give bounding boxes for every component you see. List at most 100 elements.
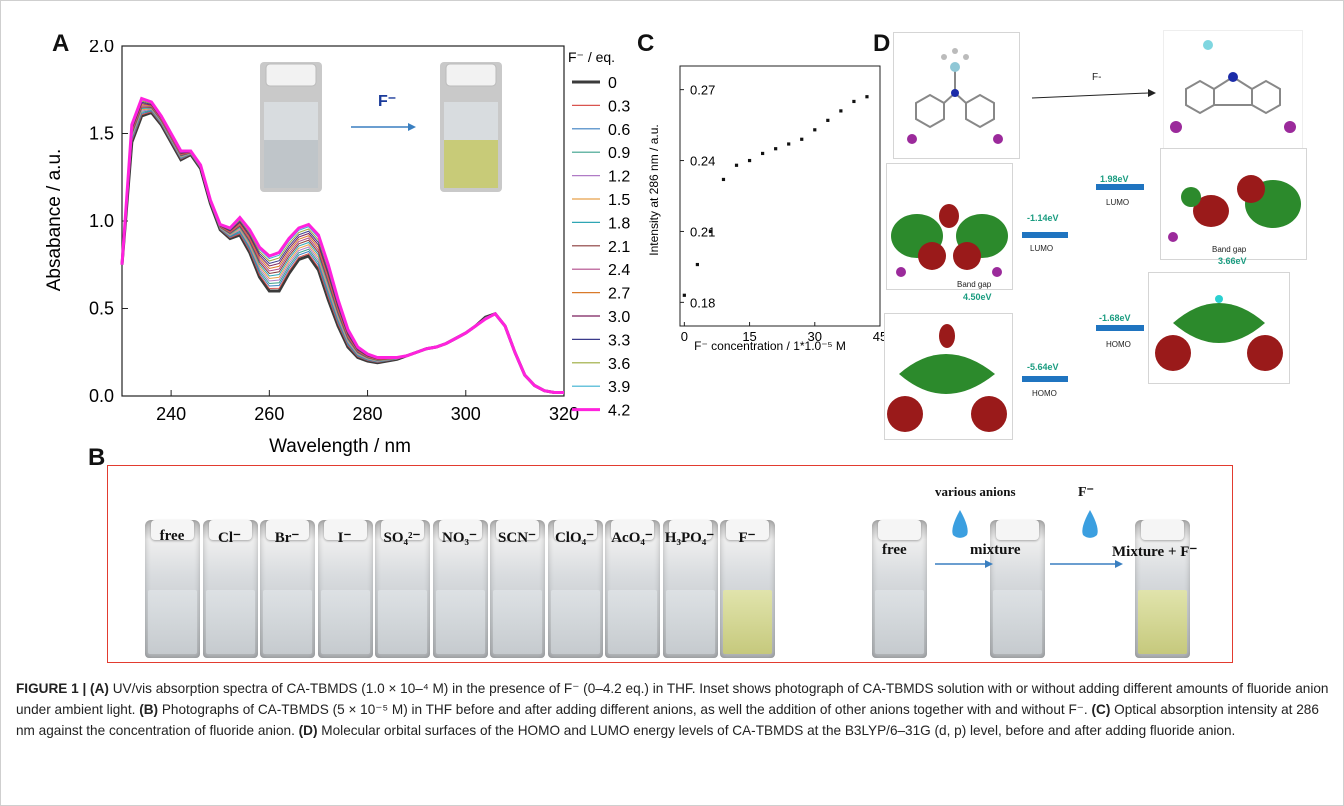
x-tick-label-a: 240	[156, 404, 186, 424]
x-tick-label-a: 300	[451, 404, 481, 424]
vial-5	[432, 520, 488, 658]
legend-label: 0.9	[608, 145, 630, 162]
legend-label: 1.2	[608, 169, 630, 186]
vial-0	[145, 520, 200, 658]
data-point	[734, 163, 739, 167]
caption-c-tag: (C)	[1091, 702, 1111, 717]
vial-label: Br⁻	[274, 530, 300, 546]
x-tick-label-c: 45	[873, 329, 887, 344]
legend-label: 2.4	[608, 262, 630, 279]
lumo-energy-before: -1.14eV	[1027, 213, 1059, 223]
legend-label: 2.1	[608, 239, 630, 256]
drop-icon	[1082, 510, 1098, 538]
data-point	[747, 158, 752, 163]
homo-energy-after: -1.68eV	[1099, 313, 1131, 323]
panel-letter-c: C	[637, 30, 655, 57]
inset-arrow-label: F⁻	[378, 93, 396, 110]
vial-mixture	[990, 520, 1045, 658]
drop-f-label: F⁻	[1078, 485, 1094, 500]
data-point	[826, 118, 830, 122]
caption-d: Molecular orbital surfaces of the HOMO a…	[317, 723, 1236, 738]
band-gap-value-2: 3.66eV	[1218, 256, 1247, 266]
inset-arrow-head	[408, 123, 416, 131]
vial-mixture-f-label: Mixture + F⁻	[1112, 544, 1198, 560]
data-point	[787, 142, 791, 146]
x-tick-label-c: 0	[681, 329, 688, 344]
vial-10	[720, 520, 775, 658]
legend-label: 0	[608, 75, 617, 92]
x-tick-label-c: 30	[808, 329, 822, 344]
lumo-label-before: LUMO	[1030, 244, 1054, 253]
vial-label: SCN⁻	[498, 530, 536, 546]
data-point	[774, 147, 778, 151]
reaction-arrow	[1031, 89, 1156, 99]
x-tick-label-c: 15	[742, 329, 756, 344]
caption-c: Optical absorption intensity at 286 nm a…	[16, 702, 1319, 738]
panel-b-box	[107, 465, 1233, 663]
y-tick-label-c: 0.21	[690, 224, 715, 239]
x-tick-label-a: 260	[254, 404, 284, 424]
vial-7	[547, 520, 603, 658]
legend-label: 3.6	[608, 356, 630, 373]
lumo-label-after: LUMO	[1106, 198, 1130, 207]
panel-letter-d: D	[873, 30, 891, 57]
homo-level-bar-before	[1022, 376, 1068, 382]
lumo-level-bar-after	[1096, 184, 1144, 190]
vial-4	[375, 520, 430, 658]
lumo-energy-after: 1.98eV	[1100, 174, 1129, 184]
vial-label: free	[159, 528, 185, 544]
vial-label: H₃PO₄⁻	[664, 530, 715, 546]
vial-mixture-label: mixture	[970, 542, 1021, 558]
inset-photo-before	[260, 62, 322, 192]
data-point	[708, 229, 713, 234]
vial-6	[490, 520, 545, 658]
various-anions-label: various anions	[935, 484, 1016, 499]
y-tick-label-a: 2.0	[89, 40, 114, 56]
legend-label: 2.7	[608, 286, 630, 303]
plot-frame-c	[679, 65, 881, 327]
figure-caption: FIGURE 1 | (A) UV/vis absorption spectra…	[16, 678, 1330, 741]
y-tick-label-c: 0.27	[690, 83, 715, 98]
homo-label-after: HOMO	[1106, 340, 1131, 349]
legend-label: 3.0	[608, 309, 630, 326]
vial-2	[260, 520, 315, 658]
drop-icon	[952, 510, 968, 538]
legend-label: 3.9	[608, 379, 630, 396]
panel-c-intensity-chart: 0 15 30 45 0.18 0.21 0.24 0.27 Intensity at 286…	[647, 65, 887, 353]
caption-b: Photographs of CA-TBMDS (5 × 10⁻⁵ M) in …	[158, 702, 1092, 717]
y-axis-label-a: Absabance / a.u.	[44, 149, 65, 292]
y-tick-label-a: 1.5	[89, 124, 114, 144]
legend-label: 0.6	[608, 122, 630, 139]
panel-letter-a: A	[52, 30, 70, 57]
y-axis-label-c: Intensity at 286 nm / a.u.	[647, 124, 661, 255]
vial-label: SO₄²⁻	[383, 530, 421, 546]
y-tick-label-a: 0.0	[89, 386, 114, 406]
homo-before-image	[884, 313, 1013, 440]
homo-after-image	[1148, 272, 1290, 384]
spectrum-line-4.2	[120, 96, 564, 394]
band-gap-label-1: Band gap	[957, 280, 992, 289]
vial-mixture-f	[1135, 520, 1190, 658]
band-gap-value-1: 4.50eV	[963, 292, 992, 302]
reaction-arrow-label: F-	[1092, 72, 1102, 83]
vial-9	[662, 520, 718, 658]
x-axis-label-c: F⁻ concentration / 1*1.0⁻⁵ M	[694, 339, 846, 353]
right-arrows	[935, 510, 1123, 568]
x-tick-label-a: 280	[353, 404, 383, 424]
data-point	[761, 151, 765, 156]
data-point	[682, 293, 686, 297]
vial-label: ClO₄⁻	[554, 530, 595, 546]
data-point	[865, 95, 869, 99]
panel-a-spectra-chart: 240 260 280 300 320 0.0 0.5 1.0 1.5 2.0 Absabance…	[44, 40, 630, 457]
data-point	[800, 137, 804, 141]
homo-label-before: HOMO	[1032, 389, 1057, 398]
vial-free-right-label: free	[882, 542, 907, 558]
vial-8	[605, 520, 660, 658]
x-axis-label-a: Wavelength / nm	[269, 436, 411, 457]
molecule-before-image	[893, 32, 1020, 159]
data-point	[852, 99, 856, 104]
vial-label: NO₃⁻	[442, 530, 477, 546]
data-point	[813, 128, 817, 132]
vial-free-right	[872, 520, 927, 658]
data-point	[695, 262, 699, 267]
